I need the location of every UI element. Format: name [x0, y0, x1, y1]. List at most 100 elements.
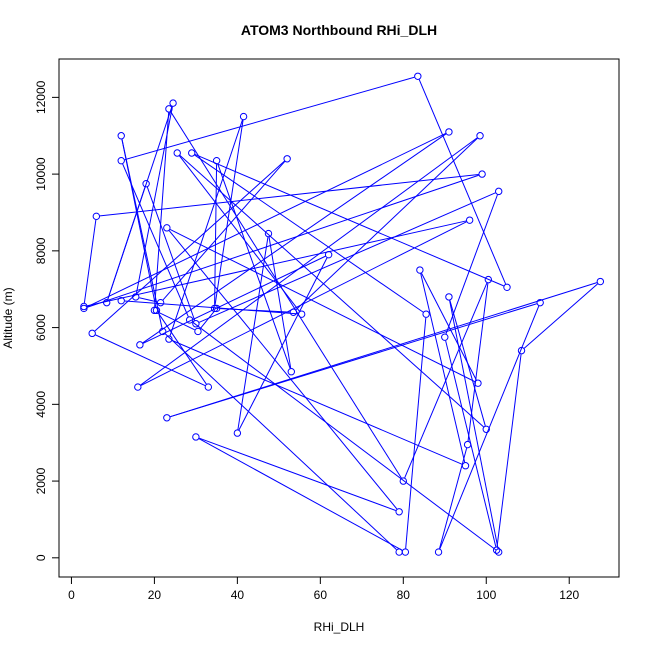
data-point — [482, 425, 490, 433]
data-point — [233, 429, 242, 437]
x-tick-label: 120 — [559, 588, 579, 602]
data-point — [204, 383, 213, 391]
series-segment — [157, 311, 195, 331]
series-segment — [439, 447, 468, 549]
series-segment — [124, 76, 415, 161]
data-point — [173, 149, 181, 157]
data-point — [136, 341, 144, 349]
data-point — [474, 379, 482, 387]
data-point — [324, 250, 333, 259]
x-tick-label: 20 — [148, 588, 162, 602]
series-segment — [107, 186, 146, 300]
series-segment — [99, 174, 479, 217]
series-segment — [295, 137, 478, 311]
data-point — [80, 304, 88, 313]
data-point — [463, 440, 472, 449]
data-point — [395, 548, 403, 556]
data-point — [596, 277, 605, 286]
data-point — [163, 414, 171, 422]
data-point — [163, 224, 171, 232]
series-segment — [162, 161, 286, 301]
data-point — [194, 327, 202, 336]
series-segment — [198, 192, 496, 323]
series-segment — [199, 437, 396, 511]
x-tick-label: 0 — [68, 588, 75, 602]
series-segment — [83, 219, 97, 303]
series-segment — [405, 317, 427, 549]
data-point — [536, 298, 544, 307]
series-segment — [146, 186, 196, 321]
data-point — [169, 99, 177, 107]
data-point — [401, 548, 410, 556]
series-segment — [169, 119, 243, 336]
x-axis-label: RHi_DLH — [314, 620, 365, 634]
data-point — [132, 293, 140, 301]
y-axis: 0 2000 4000 6000 8000 10000 12000 — [34, 80, 60, 561]
series-segment — [199, 310, 215, 329]
y-axis-label: Altitude (m) — [1, 287, 15, 348]
series-lines — [83, 76, 598, 551]
series-segment — [217, 163, 291, 369]
series-segment — [87, 220, 467, 307]
series-segment — [192, 321, 497, 551]
series-segment — [418, 79, 507, 285]
data-point — [159, 327, 167, 336]
series-segment — [268, 237, 292, 369]
series-segment — [420, 273, 466, 463]
data-point — [414, 72, 422, 80]
y-tick-label: 4000 — [34, 391, 48, 418]
data-point — [165, 335, 173, 343]
data-point — [117, 156, 125, 165]
data-point — [492, 546, 501, 554]
y-tick-label: 0 — [34, 554, 48, 561]
series-segment — [170, 111, 402, 479]
series-segment — [179, 155, 484, 428]
series-segment — [194, 154, 424, 313]
y-tick-label: 10000 — [34, 157, 48, 191]
data-point — [117, 132, 125, 140]
data-point — [192, 433, 200, 441]
series-segment — [214, 164, 218, 305]
data-point — [422, 310, 430, 318]
series-segment — [523, 283, 598, 349]
data-point — [150, 306, 159, 315]
series-segment — [121, 139, 157, 307]
data-point — [92, 212, 101, 221]
x-axis: 0 20 40 60 80 100 120 — [68, 576, 580, 602]
series-segment — [172, 340, 463, 465]
data-point — [465, 216, 474, 224]
series-segment — [179, 155, 300, 312]
data-point — [484, 275, 493, 284]
x-tick-label: 60 — [314, 588, 328, 602]
series-segment — [449, 300, 486, 426]
data-point — [517, 346, 526, 355]
data-point — [239, 112, 248, 121]
series-segment — [194, 153, 504, 287]
data-point — [445, 128, 453, 136]
data-point — [287, 368, 295, 376]
series-segment — [168, 230, 398, 510]
data-point — [212, 304, 221, 313]
data-point — [192, 320, 200, 328]
series-segment — [164, 333, 397, 550]
data-point — [461, 462, 470, 470]
data-point — [495, 548, 503, 556]
series-segment — [86, 133, 446, 308]
data-point — [441, 333, 449, 341]
series-segment — [449, 300, 499, 549]
y-tick-label: 12000 — [34, 80, 48, 114]
data-point — [134, 383, 142, 391]
plot-frame — [58, 58, 620, 578]
data-point — [395, 508, 403, 516]
y-tick-label: 8000 — [34, 237, 48, 264]
data-point — [283, 155, 291, 163]
series-segment — [140, 137, 478, 386]
series-segment — [467, 283, 489, 442]
data-point — [264, 229, 273, 238]
data-point — [503, 283, 511, 292]
data-point — [289, 308, 298, 316]
data-point — [434, 548, 443, 556]
series-segment — [445, 194, 498, 334]
data-point — [88, 329, 96, 338]
